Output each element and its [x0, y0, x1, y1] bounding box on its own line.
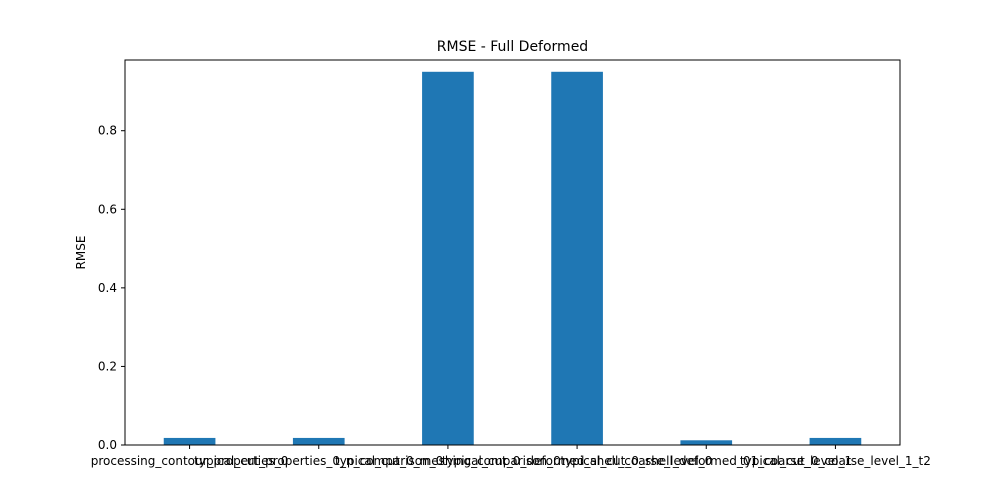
x-tick-label: processing_contour_properties_0: [91, 454, 289, 468]
y-axis-label: RMSE: [74, 236, 88, 270]
chart-title: RMSE - Full Deformed: [437, 39, 588, 55]
x-tick-label: typical_cut_0_coarse_level_1_t2: [740, 454, 931, 468]
x-tick-label: typical_cut_0_meshing_comparison_0: [335, 454, 561, 468]
bar-2: [292, 437, 345, 445]
y-tick-label: 0.0: [98, 438, 117, 452]
y-axis-ticks: 0.0 0.2 0.4 0.6 0.8: [98, 124, 125, 452]
y-tick-label: 0.2: [98, 359, 117, 373]
y-tick-label: 0.8: [98, 124, 117, 138]
x-axis-ticks: processing_contour_properties_0typical_c…: [91, 445, 931, 468]
plot-frame: [124, 59, 901, 446]
y-tick-label: 0.4: [98, 281, 117, 295]
x-tick-label: typical_cut_0_deformed_shell_coarse_leve…: [442, 454, 713, 468]
bar-1: [163, 437, 216, 445]
bar-4: [551, 71, 603, 445]
x-tick-label: typical_cut_0_shell_deformed_01_coarse_l…: [560, 454, 852, 468]
y-tick-label: 0.6: [98, 202, 117, 216]
bar-3: [422, 71, 474, 445]
x-tick-label: typical_cut_properties_0_n_comparison_0: [194, 454, 443, 468]
bars-layer: [163, 71, 862, 445]
bar-5: [680, 440, 733, 445]
bar-6: [809, 437, 862, 445]
